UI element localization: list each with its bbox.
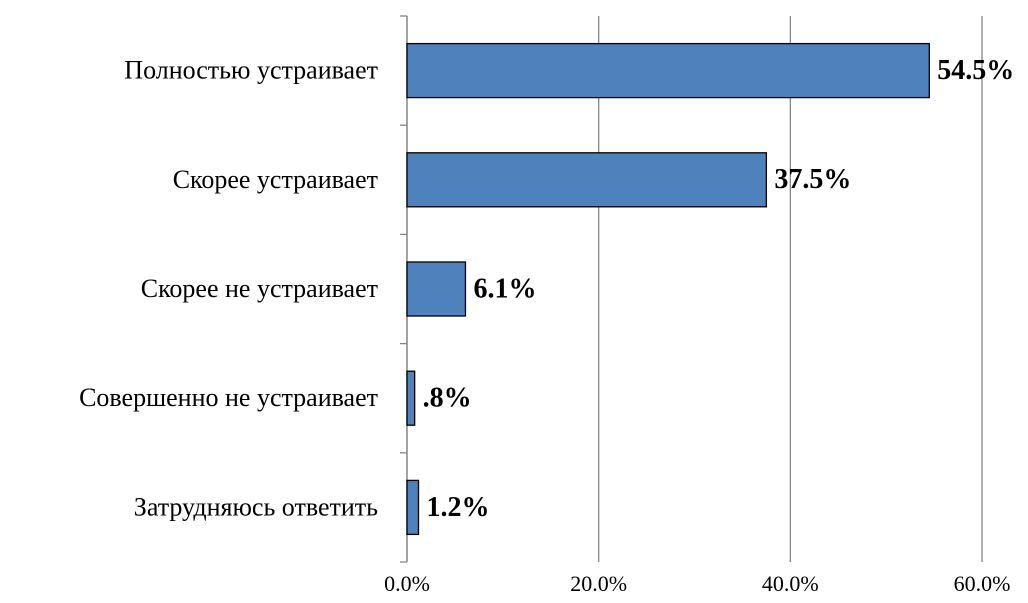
x-tick-label: 20.0% [570,571,627,596]
bar [406,42,930,99]
value-label: 37.5% [774,164,851,195]
bar [406,479,420,536]
x-tick-label: 0.0% [384,571,430,596]
value-label: .8% [423,383,472,414]
bar [406,370,416,426]
value-label: 1.2% [427,492,490,523]
y-tick-label: Скорее не устраивает [141,274,378,303]
value-label: 54.5% [937,55,1014,86]
y-tick-label: Полностью устраивает [124,56,378,85]
y-tick-label: Скорее устраивает [173,165,378,194]
bar [406,152,768,208]
bar [406,261,467,317]
y-tick-label: Затрудняюсь ответить [134,492,378,521]
y-tick-label: Совершенно не устраивает [79,383,378,412]
x-tick-label: 40.0% [762,571,819,596]
value-label: 6.1% [473,273,536,304]
x-tick-label: 60.0% [954,571,1011,596]
